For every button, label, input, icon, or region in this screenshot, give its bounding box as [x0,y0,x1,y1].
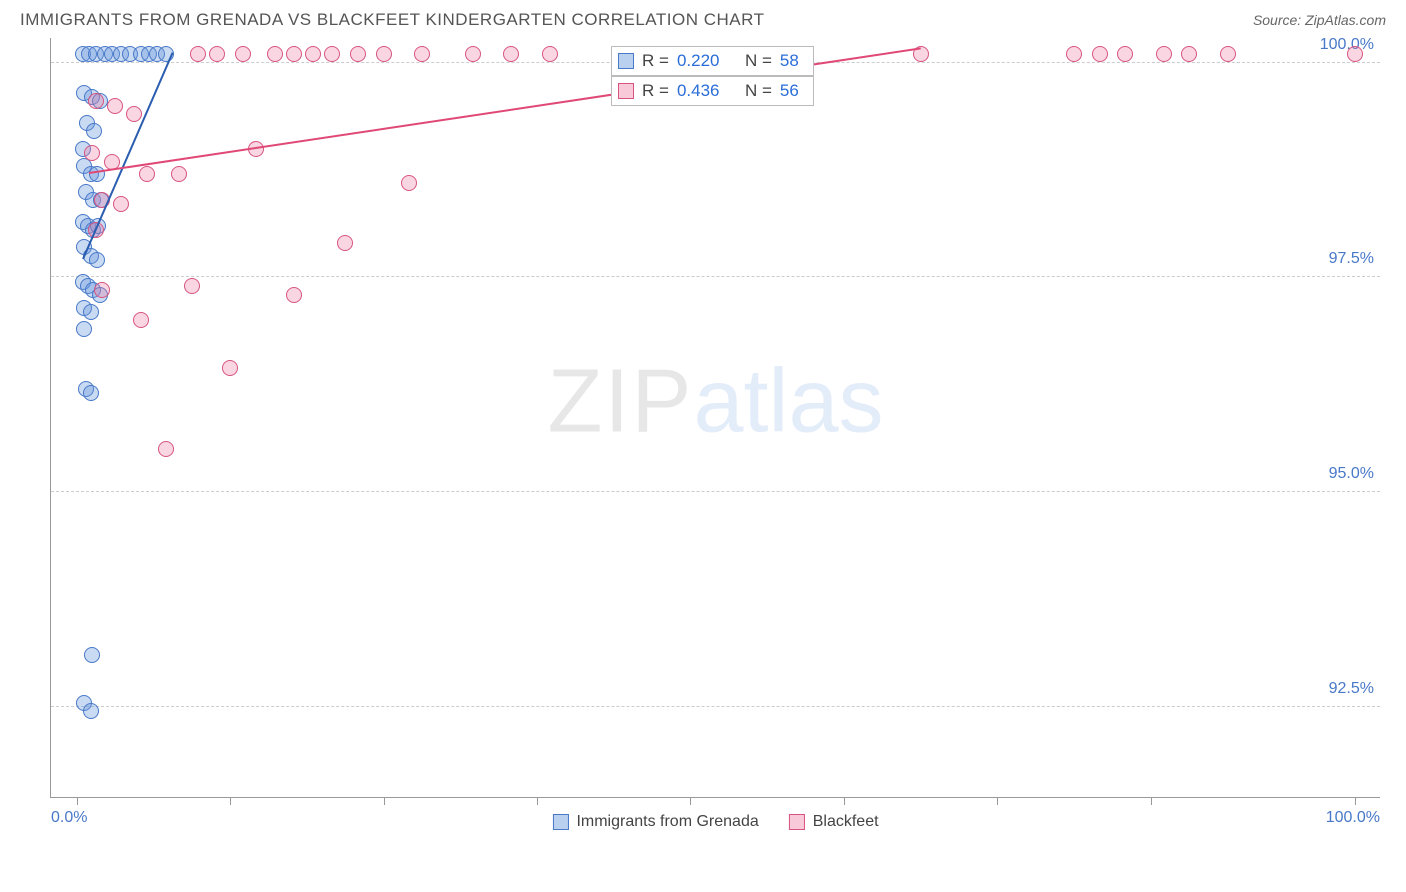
data-point [89,252,105,268]
x-tick [384,797,385,805]
x-tick [997,797,998,805]
data-point [1066,46,1082,62]
data-point [184,278,200,294]
data-point [350,46,366,62]
series-swatch-icon [618,53,634,69]
x-tick [77,797,78,805]
data-point [1092,46,1108,62]
data-point [235,46,251,62]
data-point [414,46,430,62]
data-point [503,46,519,62]
data-point [84,647,100,663]
data-point [267,46,283,62]
data-point [126,106,142,122]
legend: Immigrants from Grenada Blackfeet [552,813,878,831]
x-axis-min-label: 0.0% [51,809,87,827]
data-point [324,46,340,62]
x-axis-max-label: 100.0% [1326,809,1380,827]
legend-swatch-icon [552,814,568,830]
data-point [1347,46,1363,62]
y-tick-label: 92.5% [1329,680,1374,698]
data-point [286,287,302,303]
x-tick [1355,797,1356,805]
plot-area: ZIPatlas 0.0% 100.0% Immigrants from Gre… [50,38,1380,798]
stat-r-label: R = [642,51,669,71]
data-point [83,703,99,719]
stat-r-value: 0.436 [677,81,720,101]
watermark-atlas: atlas [693,352,883,452]
stat-n-label: N = [745,51,772,71]
stat-box: R = 0.436 N = 56 [611,76,814,106]
data-point [139,166,155,182]
data-point [376,46,392,62]
data-point [401,175,417,191]
data-point [94,282,110,298]
x-tick [1151,797,1152,805]
stat-n-value: 58 [780,51,799,71]
stat-box: R = 0.220 N = 58 [611,46,814,76]
data-point [337,235,353,251]
data-point [88,93,104,109]
y-tick-label: 95.0% [1329,465,1374,483]
x-tick [844,797,845,805]
data-point [133,312,149,328]
chart-source: Source: ZipAtlas.com [1253,12,1386,28]
chart-wrap: Kindergarten ZIPatlas 0.0% 100.0% Immigr… [50,38,1386,798]
x-tick [690,797,691,805]
data-point [1181,46,1197,62]
data-point [286,46,302,62]
data-point [113,196,129,212]
data-point [107,98,123,114]
stat-r-value: 0.220 [677,51,720,71]
data-point [1156,46,1172,62]
data-point [83,304,99,320]
stat-n-value: 56 [780,81,799,101]
data-point [222,360,238,376]
legend-item: Immigrants from Grenada [552,813,758,831]
data-point [209,46,225,62]
data-point [190,46,206,62]
legend-label: Blackfeet [813,813,879,831]
stat-r-label: R = [642,81,669,101]
source-name: ZipAtlas.com [1305,12,1386,28]
data-point [542,46,558,62]
chart-title: IMMIGRANTS FROM GRENADA VS BLACKFEET KIN… [20,10,764,30]
x-tick [230,797,231,805]
series-swatch-icon [618,83,634,99]
watermark: ZIPatlas [547,351,883,454]
legend-swatch-icon [789,814,805,830]
data-point [76,321,92,337]
data-point [158,441,174,457]
x-tick [537,797,538,805]
gridline [51,706,1380,707]
data-point [86,123,102,139]
data-point [1220,46,1236,62]
y-tick-label: 97.5% [1329,250,1374,268]
data-point [1117,46,1133,62]
data-point [89,166,105,182]
chart-header: IMMIGRANTS FROM GRENADA VS BLACKFEET KIN… [20,10,1386,38]
data-point [83,385,99,401]
watermark-zip: ZIP [547,352,693,452]
data-point [305,46,321,62]
data-point [171,166,187,182]
source-prefix: Source: [1253,12,1305,28]
legend-label: Immigrants from Grenada [576,813,758,831]
data-point [84,145,100,161]
data-point [465,46,481,62]
gridline [51,491,1380,492]
legend-item: Blackfeet [789,813,879,831]
stat-n-label: N = [745,81,772,101]
gridline [51,276,1380,277]
